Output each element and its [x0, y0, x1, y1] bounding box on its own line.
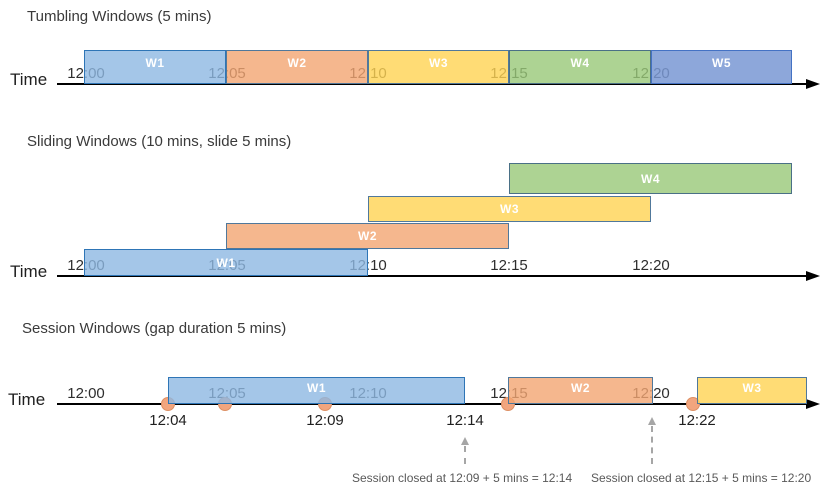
- session-window-label: W3: [742, 380, 762, 395]
- tumbling-time-axis-label: Time: [10, 70, 48, 89]
- sliding-window-label: W1: [216, 255, 236, 270]
- tumbling-window-box-w4: W4: [509, 50, 651, 84]
- sliding-window-box-w1: W1: [84, 249, 368, 276]
- session-window-label: W1: [307, 380, 326, 395]
- tumbling-window-box-w3: W3: [368, 50, 509, 84]
- session-section-title: Session Windows (gap duration 5 mins): [22, 320, 287, 337]
- session-event-dot: [686, 397, 700, 411]
- tumbling-window-box-w2: W2: [226, 50, 368, 84]
- sliding-timeline-arrowhead-icon: [806, 271, 820, 281]
- session-timeline-arrowhead-icon: [806, 399, 820, 409]
- session-window-box-w1: W1: [168, 377, 465, 404]
- session-annotation-arrowhead-icon: [461, 437, 469, 445]
- sliding-window-box-w4: W4: [509, 163, 792, 194]
- session-event-time-label: 12:22: [678, 412, 716, 429]
- tumbling-section-title: Tumbling Windows (5 mins): [27, 8, 212, 25]
- session-window-box-w3: W3: [697, 377, 807, 404]
- sliding-window-label: W3: [500, 202, 519, 216]
- session-event-time-label: 12:14: [446, 412, 484, 429]
- tumbling-window-box-w5: W5: [651, 50, 792, 84]
- session-tick-label: 12:00: [67, 385, 105, 402]
- tumbling-window-label: W2: [287, 56, 307, 70]
- sliding-time-axis-label: Time: [10, 262, 48, 281]
- sliding-window-box-w2: W2: [226, 223, 509, 249]
- session-annotation-arrowhead-icon: [648, 417, 656, 425]
- sliding-section-title: Sliding Windows (10 mins, slide 5 mins): [27, 133, 292, 150]
- sliding-timeline: [57, 275, 810, 277]
- session-event-time-label: 12:04: [149, 412, 187, 429]
- sliding-window-label: W4: [641, 171, 660, 186]
- tumbling-window-box-w1: W1: [84, 50, 226, 84]
- tumbling-window-label: W4: [570, 56, 590, 70]
- session-timeline: [57, 403, 810, 405]
- tumbling-window-label: W1: [145, 56, 165, 70]
- session-time-axis-label: Time: [8, 390, 46, 409]
- tumbling-window-label: W5: [712, 56, 731, 70]
- session-window-label: W2: [571, 380, 590, 395]
- session-annotation-arrow-line: [651, 426, 653, 464]
- tumbling-window-label: W3: [429, 56, 448, 70]
- tumbling-timeline-arrowhead-icon: [806, 79, 820, 89]
- session-event-time-label: 12:09: [306, 412, 344, 429]
- session-window-box-w2: W2: [508, 377, 653, 404]
- tumbling-timeline: [57, 83, 810, 85]
- session-annotation-arrow-line: [464, 446, 466, 464]
- sliding-window-box-w3: W3: [368, 196, 651, 222]
- sliding-tick-label: 12:20: [632, 257, 670, 274]
- session-annotation-text: Session closed at 12:09 + 5 mins = 12:14: [352, 471, 573, 485]
- sliding-window-label: W2: [358, 229, 377, 243]
- session-annotation-text: Session closed at 12:15 + 5 mins = 12:20: [591, 471, 812, 485]
- sliding-tick-label: 12:15: [490, 257, 528, 274]
